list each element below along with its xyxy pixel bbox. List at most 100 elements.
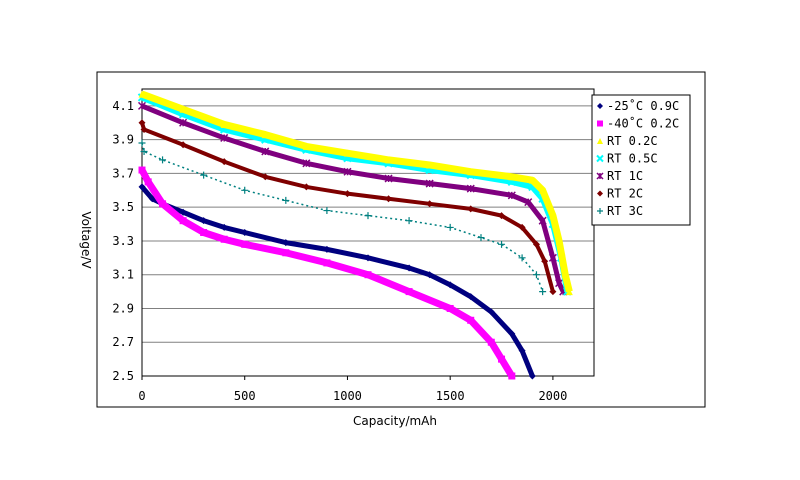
data-point (323, 245, 331, 253)
data-point (446, 281, 454, 289)
data-point (179, 141, 187, 149)
data-point (241, 186, 249, 194)
data-point (282, 239, 290, 247)
data-point (343, 167, 352, 176)
y-tick-label: 3.5 (112, 200, 134, 214)
data-point (179, 217, 187, 225)
data-point (241, 240, 249, 248)
data-point (507, 191, 516, 200)
series-line (140, 185, 535, 377)
legend: -25˚C 0.9C -40˚C 0.2C RT 0.2C RT 0.5C RT 1C R… (591, 94, 691, 226)
data-point (528, 372, 536, 380)
data-point (302, 183, 310, 191)
series-1 (138, 166, 516, 380)
series-line (140, 90, 573, 293)
data-point (518, 254, 526, 262)
y-tick-label: 3.7 (112, 166, 134, 180)
data-point (220, 133, 229, 142)
data-point (282, 249, 290, 257)
data-point (144, 178, 152, 186)
data-point (302, 142, 310, 150)
data-point (137, 101, 147, 110)
series-5 (138, 119, 557, 296)
data-point (565, 288, 573, 296)
data-point (179, 208, 187, 216)
series-2 (138, 90, 573, 296)
data-point (425, 179, 434, 188)
legend-marker-diamond-icon (597, 103, 603, 109)
data-point (467, 205, 475, 213)
data-point (467, 293, 475, 301)
data-point (549, 212, 557, 220)
legend-label: RT 0.5C (607, 152, 658, 166)
legend-label: RT 3C (607, 204, 643, 218)
y-tick-label: 4.1 (112, 99, 134, 113)
data-point (426, 271, 434, 279)
x-tick-label: 1500 (436, 389, 465, 403)
legend-label: RT 1C (607, 169, 643, 183)
y-tick-label: 2.9 (112, 301, 134, 315)
data-point (302, 159, 311, 168)
data-point (200, 217, 208, 225)
data-point (539, 288, 547, 296)
legend-label: -25˚C 0.9C (607, 98, 679, 113)
data-point (159, 156, 167, 164)
data-point (138, 183, 146, 191)
data-point (343, 190, 351, 198)
data-point (555, 237, 563, 245)
legend-marker-diamond-icon (597, 190, 603, 197)
data-point (487, 338, 495, 346)
y-axis-label: Voltage/V (79, 211, 93, 269)
data-point (498, 355, 506, 363)
data-point (364, 271, 372, 279)
data-point (385, 156, 393, 164)
legend-marker-square-icon (597, 120, 603, 127)
data-point (220, 158, 228, 166)
data-point (241, 229, 249, 236)
data-point (487, 308, 495, 316)
x-axis-label: Capacity/mAh (353, 414, 437, 428)
legend-marker-plus-icon (597, 208, 603, 214)
data-point (518, 223, 526, 231)
data-point (508, 330, 516, 338)
data-point (261, 147, 270, 156)
data-point (343, 149, 351, 157)
data-point (508, 372, 516, 380)
data-point (138, 90, 146, 98)
data-point (538, 216, 547, 225)
y-tick-label: 3.1 (112, 268, 134, 282)
legend-label: RT 2C (607, 187, 643, 201)
data-point (282, 196, 290, 204)
series-4 (137, 101, 568, 296)
data-point (548, 253, 557, 262)
data-point (498, 240, 506, 248)
y-tick-label: 3.3 (112, 234, 134, 248)
data-point (405, 217, 413, 225)
data-point (498, 212, 506, 220)
data-point (549, 288, 557, 296)
x-tick-label: 2000 (538, 389, 567, 403)
legend-marker-triangle-icon (597, 138, 603, 144)
data-point (405, 264, 413, 272)
data-point (541, 257, 549, 265)
data-point (200, 229, 208, 236)
series-line (141, 142, 544, 292)
x-tick-label: 0 (138, 389, 145, 403)
data-point (138, 139, 146, 147)
legend-marker-x-icon (596, 154, 604, 163)
data-point (323, 207, 331, 215)
data-point (532, 240, 540, 248)
data-point (528, 176, 536, 184)
data-point (220, 235, 228, 243)
data-point (138, 119, 146, 127)
x-tick-label: 500 (234, 389, 256, 403)
data-point (220, 223, 228, 231)
data-point (477, 234, 485, 242)
data-point (200, 171, 208, 179)
data-point (446, 304, 454, 312)
legend-label: -40˚C 0.2C (607, 116, 679, 131)
data-point (518, 347, 526, 355)
y-tick-label: 2.5 (112, 369, 134, 383)
legend-marker-star-icon (596, 172, 604, 180)
